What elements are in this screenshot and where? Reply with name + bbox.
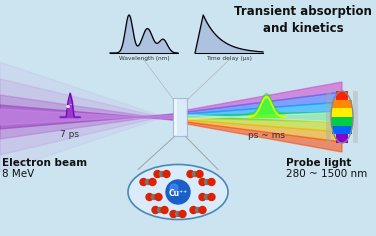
Circle shape [196, 170, 203, 177]
Polygon shape [0, 62, 173, 172]
Text: 8 MeV: 8 MeV [2, 169, 34, 179]
Circle shape [176, 211, 180, 216]
Polygon shape [187, 118, 342, 132]
Circle shape [199, 206, 206, 214]
Circle shape [152, 206, 159, 214]
Bar [336, 91, 348, 100]
Circle shape [179, 211, 186, 218]
Circle shape [146, 180, 150, 185]
Circle shape [208, 194, 215, 201]
Circle shape [199, 194, 206, 201]
Polygon shape [187, 120, 342, 142]
Bar [332, 100, 352, 108]
Text: Wavelength (nm): Wavelength (nm) [118, 56, 169, 61]
Text: Cu⁺⁺: Cu⁺⁺ [168, 189, 188, 198]
Circle shape [158, 207, 162, 212]
Polygon shape [0, 95, 173, 139]
Text: 7 ps: 7 ps [61, 130, 79, 139]
Circle shape [154, 170, 161, 177]
Circle shape [205, 180, 209, 185]
Text: Transient absorption
and kinetics: Transient absorption and kinetics [234, 5, 372, 35]
Bar [332, 126, 352, 134]
Bar [353, 91, 358, 143]
Text: Time delay (μs): Time delay (μs) [206, 56, 252, 61]
Text: Probe light: Probe light [286, 158, 352, 168]
Circle shape [152, 194, 156, 199]
Polygon shape [0, 79, 173, 155]
Bar [326, 91, 331, 143]
Circle shape [149, 178, 156, 185]
Text: 280 ~ 1500 nm: 280 ~ 1500 nm [286, 169, 367, 179]
Polygon shape [187, 102, 342, 116]
Polygon shape [0, 105, 173, 129]
Polygon shape [187, 112, 342, 122]
Text: Electron beam: Electron beam [2, 158, 87, 168]
Bar [331, 117, 353, 126]
Circle shape [190, 206, 197, 214]
Polygon shape [187, 82, 342, 112]
Polygon shape [0, 109, 173, 125]
Circle shape [163, 170, 170, 177]
Circle shape [199, 178, 206, 185]
Text: ps ~ ms: ps ~ ms [249, 131, 285, 140]
Polygon shape [187, 92, 342, 114]
Circle shape [170, 211, 177, 218]
Circle shape [170, 184, 178, 192]
Bar [173, 98, 187, 136]
Circle shape [146, 194, 153, 201]
Polygon shape [187, 112, 342, 122]
Circle shape [140, 178, 147, 185]
Circle shape [155, 194, 162, 201]
Bar [331, 108, 353, 117]
Circle shape [187, 170, 194, 177]
Bar [336, 134, 348, 143]
Text: e⁻: e⁻ [66, 105, 74, 110]
Bar [174, 99, 177, 135]
Circle shape [205, 194, 209, 199]
Ellipse shape [128, 164, 228, 219]
Circle shape [208, 178, 215, 185]
Circle shape [161, 206, 168, 214]
Circle shape [196, 207, 200, 212]
Circle shape [159, 172, 165, 177]
Circle shape [166, 180, 190, 204]
Circle shape [193, 172, 197, 177]
Polygon shape [187, 122, 342, 152]
